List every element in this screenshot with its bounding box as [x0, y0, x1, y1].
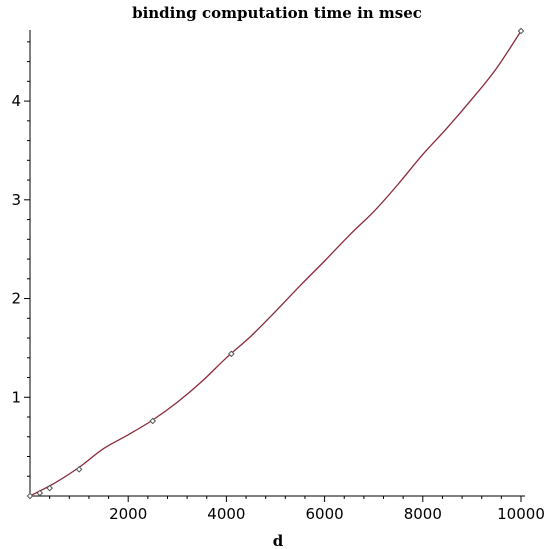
data-point-marker: [46, 484, 53, 492]
x-axis-label: d: [273, 532, 284, 549]
data-point-marker: [517, 27, 525, 35]
x-tick-label: 2000: [109, 505, 147, 523]
x-axis-ticks: 2000 4000 6000 8000 10000: [49, 496, 545, 523]
x-tick-label: 8000: [404, 505, 442, 523]
chart-title: binding computation time in msec: [132, 4, 422, 22]
y-tick-label: 2: [11, 290, 21, 308]
data-point-marker: [149, 417, 157, 425]
series-layer: [26, 27, 525, 500]
x-tick-label: 4000: [207, 505, 245, 523]
y-tick-label: 4: [11, 92, 21, 110]
data-point-marker: [228, 350, 235, 358]
x-tick-label: 6000: [306, 505, 344, 523]
fit-curve-line: [29, 30, 522, 497]
data-point-marker: [75, 466, 83, 473]
x-tick-label: 10000: [497, 505, 545, 523]
y-tick-label: 1: [11, 388, 21, 406]
data-point-marker: [36, 489, 44, 497]
data-point-marker: [26, 492, 34, 500]
y-tick-label: 3: [11, 191, 21, 209]
y-axis-ticks: 1 2 3 4: [11, 41, 30, 477]
